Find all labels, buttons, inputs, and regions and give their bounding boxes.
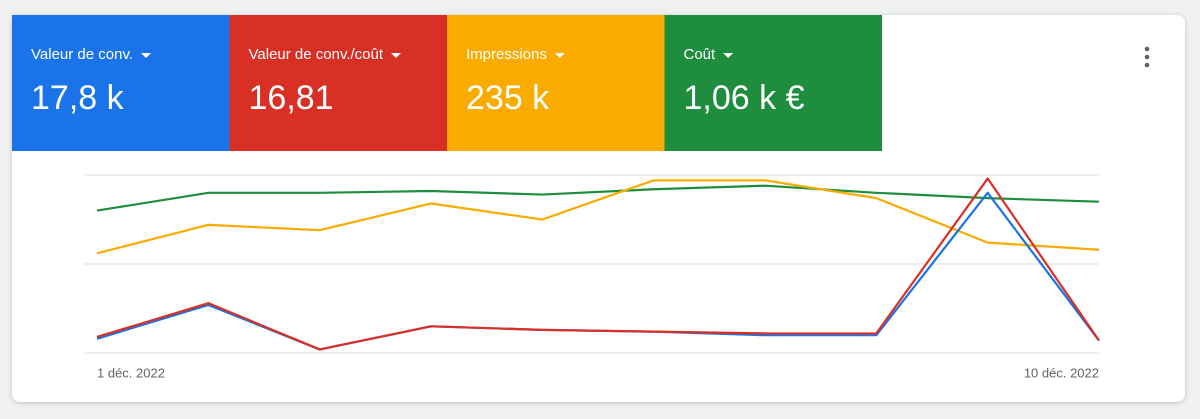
metric-value: 16,81 bbox=[249, 79, 334, 117]
menu-button[interactable] bbox=[1144, 46, 1150, 68]
x-tick-label: 10 déc. 2022 bbox=[1024, 365, 1099, 380]
metric-value: 235 k bbox=[466, 79, 550, 117]
metric-card[interactable] bbox=[447, 15, 665, 151]
metric-card[interactable] bbox=[229, 15, 448, 151]
metric-label: Valeur de conv. bbox=[31, 46, 133, 63]
metric-value: 17,8 k bbox=[31, 79, 125, 117]
dropdown-arrow bbox=[391, 53, 402, 58]
dropdown-arrow bbox=[141, 53, 152, 58]
series-line bbox=[96, 179, 1100, 255]
metric-label: Impressions bbox=[466, 46, 547, 63]
dropdown-arrow bbox=[554, 53, 565, 58]
metric-label: Coût bbox=[684, 46, 717, 63]
dropdown-arrow bbox=[723, 53, 734, 58]
series-line bbox=[96, 177, 1100, 351]
metric-label: Valeur de conv./coût bbox=[249, 46, 384, 63]
x-tick-label: 1 déc. 2022 bbox=[97, 365, 165, 380]
metric-card[interactable] bbox=[664, 15, 883, 151]
series-line bbox=[96, 184, 1100, 212]
metric-card[interactable] bbox=[12, 15, 230, 151]
metric-value: 1,06 k € bbox=[684, 79, 805, 117]
